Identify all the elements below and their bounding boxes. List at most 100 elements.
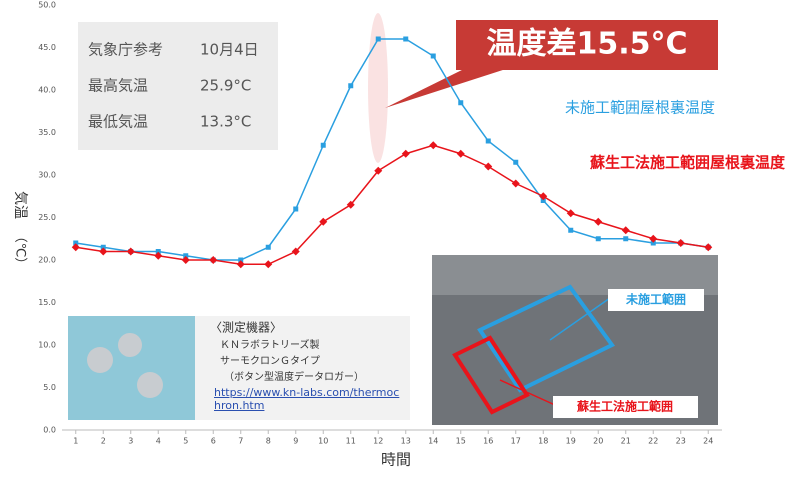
x-tick-label: 18 bbox=[538, 437, 548, 446]
callout-pointer bbox=[385, 66, 515, 108]
marker bbox=[320, 142, 326, 148]
x-tick-label: 11 bbox=[346, 437, 356, 446]
photo-label-box bbox=[608, 289, 704, 311]
device-icon bbox=[137, 372, 163, 398]
photo-label: 未施工範囲 bbox=[625, 292, 686, 307]
marker bbox=[540, 198, 546, 203]
info-text: 25.9°C bbox=[200, 77, 251, 95]
marker bbox=[154, 251, 163, 260]
device-link[interactable]: https://www.kn-labs.com/thermochron.htm bbox=[214, 386, 400, 412]
marker bbox=[594, 217, 603, 226]
x-tick-label: 14 bbox=[428, 437, 438, 446]
marker bbox=[458, 100, 464, 106]
x-tick-label: 3 bbox=[128, 437, 133, 446]
x-tick-label: 15 bbox=[456, 437, 466, 446]
y-tick-label: 20.0 bbox=[38, 256, 56, 265]
device-photo bbox=[68, 316, 195, 420]
marker bbox=[403, 36, 409, 42]
marker bbox=[485, 138, 491, 144]
photo-pointer bbox=[499, 379, 556, 406]
y-tick-label: 45.0 bbox=[38, 43, 56, 52]
y-tick-label: 50.0 bbox=[38, 1, 56, 10]
x-tick-label: 24 bbox=[703, 437, 713, 446]
marker bbox=[704, 243, 713, 252]
x-tick-label: 17 bbox=[511, 437, 521, 446]
y-tick-label: 5.0 bbox=[43, 383, 56, 392]
x-tick-label: 1 bbox=[73, 437, 78, 446]
x-tick-label: 2 bbox=[101, 437, 106, 446]
marker bbox=[126, 247, 135, 256]
y-tick-label: 40.0 bbox=[38, 86, 56, 95]
marker bbox=[183, 253, 189, 259]
x-tick-label: 9 bbox=[293, 437, 298, 446]
x-tick-label: 5 bbox=[183, 437, 188, 446]
callout-box bbox=[456, 20, 718, 70]
x-tick-label: 20 bbox=[593, 437, 603, 446]
x-tick-label: 19 bbox=[566, 437, 576, 446]
y-tick-label: 15.0 bbox=[38, 298, 56, 307]
x-tick-label: 13 bbox=[401, 437, 411, 446]
photo-pointer bbox=[549, 297, 611, 341]
aerial-road bbox=[432, 255, 718, 295]
marker bbox=[236, 260, 245, 269]
marker bbox=[429, 141, 438, 150]
photo-area-red bbox=[452, 335, 530, 415]
device-text: サーモクロンＧタイプ bbox=[220, 355, 320, 367]
marker bbox=[401, 149, 410, 158]
marker bbox=[293, 206, 299, 212]
x-tick-label: 8 bbox=[266, 437, 271, 446]
series-line bbox=[75, 144, 709, 265]
marker bbox=[346, 200, 355, 209]
marker bbox=[566, 209, 575, 218]
photo-label: 蘇生工法施工範囲 bbox=[576, 399, 673, 414]
info-text: 最高気温 bbox=[88, 77, 148, 95]
marker bbox=[348, 83, 354, 89]
photo-area-blue bbox=[477, 284, 616, 393]
marker bbox=[319, 217, 328, 226]
marker bbox=[374, 166, 383, 175]
series-line bbox=[75, 38, 709, 261]
marker bbox=[676, 239, 685, 247]
marker bbox=[291, 247, 300, 256]
device-box bbox=[195, 316, 410, 420]
y-axis-unit: （℃） bbox=[13, 230, 28, 271]
x-tick-label: 7 bbox=[238, 437, 243, 446]
marker bbox=[539, 192, 548, 201]
device-icon bbox=[118, 333, 142, 357]
callout: 温度差15.5°C bbox=[486, 27, 687, 62]
x-tick-label: 23 bbox=[676, 437, 686, 446]
marker bbox=[456, 149, 465, 158]
x-axis-label: 時間 bbox=[381, 451, 411, 469]
marker bbox=[375, 36, 381, 42]
marker bbox=[650, 240, 656, 246]
marker bbox=[621, 226, 630, 235]
x-tick-label: 21 bbox=[621, 437, 631, 446]
marker bbox=[155, 249, 161, 254]
legend-entry: 未施工範囲屋根裏温度 bbox=[565, 99, 715, 117]
x-tick-label: 6 bbox=[211, 437, 216, 446]
marker bbox=[649, 234, 658, 243]
marker bbox=[71, 243, 80, 252]
y-tick-label: 0.0 bbox=[43, 426, 56, 435]
marker bbox=[513, 159, 519, 165]
marker bbox=[100, 244, 106, 250]
device-text: ＫＮラボラトリーズ製 bbox=[220, 338, 320, 351]
x-tick-label: 4 bbox=[156, 437, 161, 446]
marker bbox=[484, 162, 493, 171]
y-axis-label: 気温 bbox=[12, 191, 28, 219]
device-text: （ボタン型温度データロガー） bbox=[224, 370, 364, 383]
x-tick-label: 10 bbox=[318, 437, 328, 446]
marker bbox=[265, 244, 271, 250]
y-tick-label: 30.0 bbox=[38, 171, 56, 180]
marker bbox=[430, 53, 436, 59]
device-heading: 〈測定機器〉 bbox=[210, 320, 282, 335]
marker bbox=[99, 247, 108, 256]
x-tick-label: 12 bbox=[373, 437, 383, 446]
info-text: 13.3°C bbox=[200, 113, 251, 131]
info-text: 10月4日 bbox=[200, 41, 259, 59]
info-box bbox=[78, 22, 278, 150]
marker bbox=[238, 257, 244, 263]
y-tick-label: 10.0 bbox=[38, 341, 56, 350]
